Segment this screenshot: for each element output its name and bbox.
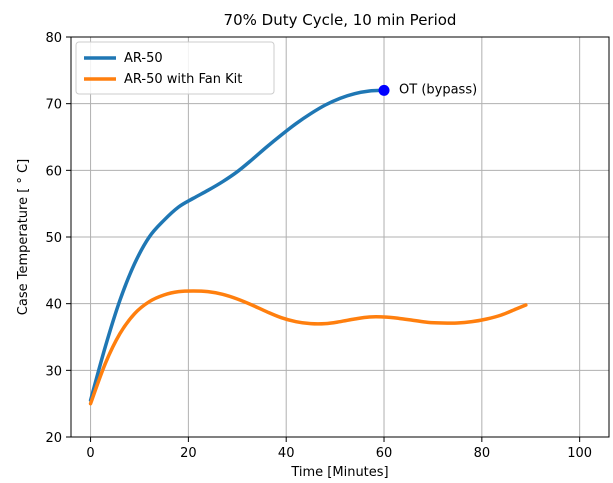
legend-box: [75, 41, 275, 95]
chart-title: 70% Duty Cycle, 10 min Period: [224, 11, 457, 29]
x-tick-label: 0: [86, 446, 94, 461]
y-tick-label: 70: [45, 98, 62, 113]
y-tick-label: 50: [45, 231, 62, 246]
legend: AR-50 AR-50 with Fan Kit: [75, 41, 275, 95]
y-axis-label: Case Temperature [ ° C]: [16, 159, 31, 315]
x-tick-label: 80: [474, 446, 491, 461]
annotation-label: OT (bypass): [399, 82, 477, 97]
annotation: OT (bypass): [378, 82, 477, 97]
y-tick-label: 80: [45, 31, 62, 46]
y-tick-label: 60: [45, 164, 62, 179]
y-tick-label: 30: [45, 364, 62, 379]
x-tick-label: 100: [567, 446, 592, 461]
y-tick-label: 20: [45, 431, 62, 446]
legend-label-ar-50-fan-kit: AR-50 with Fan Kit: [124, 72, 242, 87]
series-layer: [88, 88, 528, 406]
annotation-marker: [378, 84, 390, 96]
y-tick-label: 40: [45, 298, 62, 313]
legend-label-ar-50: AR-50: [124, 51, 163, 66]
x-tick-label: 20: [180, 446, 197, 461]
series-line-0: [88, 88, 386, 403]
x-tick-label: 40: [278, 446, 295, 461]
x-tick-label: 60: [376, 446, 393, 461]
series-line-1: [88, 289, 528, 406]
x-axis-label: Time [Minutes]: [290, 465, 388, 480]
ticks: 0 20 40 60 80 100 20 30 40 50 60 70 80: [45, 31, 592, 461]
